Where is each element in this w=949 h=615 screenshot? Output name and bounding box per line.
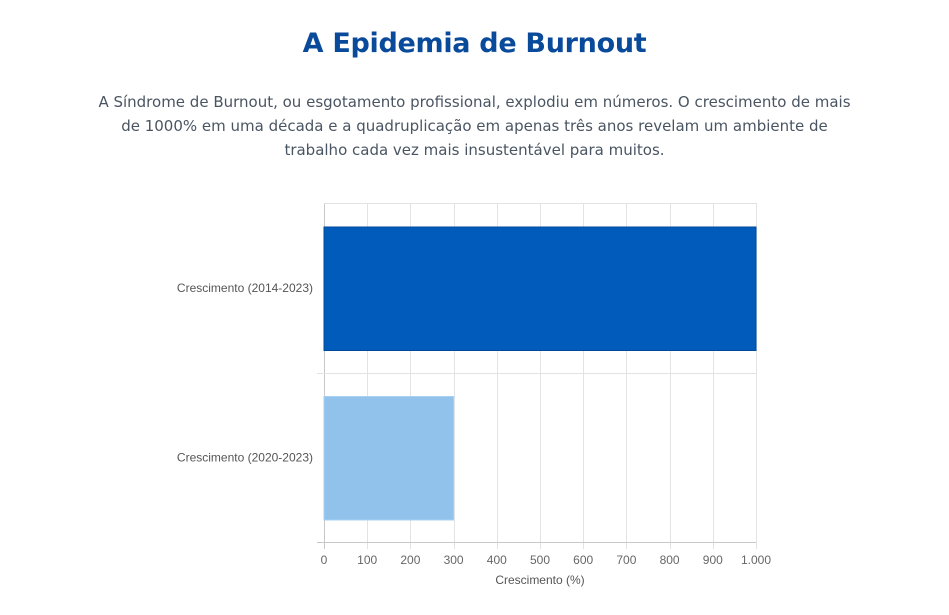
- page-description: A Síndrome de Burnout, ou esgotamento pr…: [98, 93, 851, 159]
- bar: [323, 226, 757, 351]
- x-tick-label: 600: [573, 553, 593, 567]
- x-tick-label: 100: [357, 553, 377, 567]
- labels: 0 100 200 300 400 500 600 700 800 900 1.000 Crescim…: [177, 281, 771, 587]
- x-tick-label: 700: [616, 553, 636, 567]
- bars: [323, 226, 757, 521]
- x-tick-label: 0: [321, 553, 328, 567]
- bar-chart: 0 100 200 300 400 500 600 700 800 900 1.000 Crescim…: [177, 203, 771, 587]
- x-axis-title: Crescimento (%): [495, 573, 584, 587]
- x-tick-label: 1.000: [741, 553, 771, 567]
- x-tick-label: 800: [660, 553, 680, 567]
- bar: [323, 396, 455, 521]
- x-tick-label: 400: [487, 553, 507, 567]
- chart-container: 0 100 200 300 400 500 600 700 800 900 1.000 Crescim…: [0, 190, 949, 600]
- x-tick-label: 300: [444, 553, 464, 567]
- page-title: A Epidemia de Burnout: [302, 28, 647, 59]
- y-category-label: Crescimento (2020-2023): [177, 450, 313, 464]
- x-tick-label: 500: [530, 553, 550, 567]
- x-tick-label: 900: [703, 553, 723, 567]
- y-category-label: Crescimento (2014-2023): [177, 281, 313, 295]
- x-tick-label: 200: [400, 553, 420, 567]
